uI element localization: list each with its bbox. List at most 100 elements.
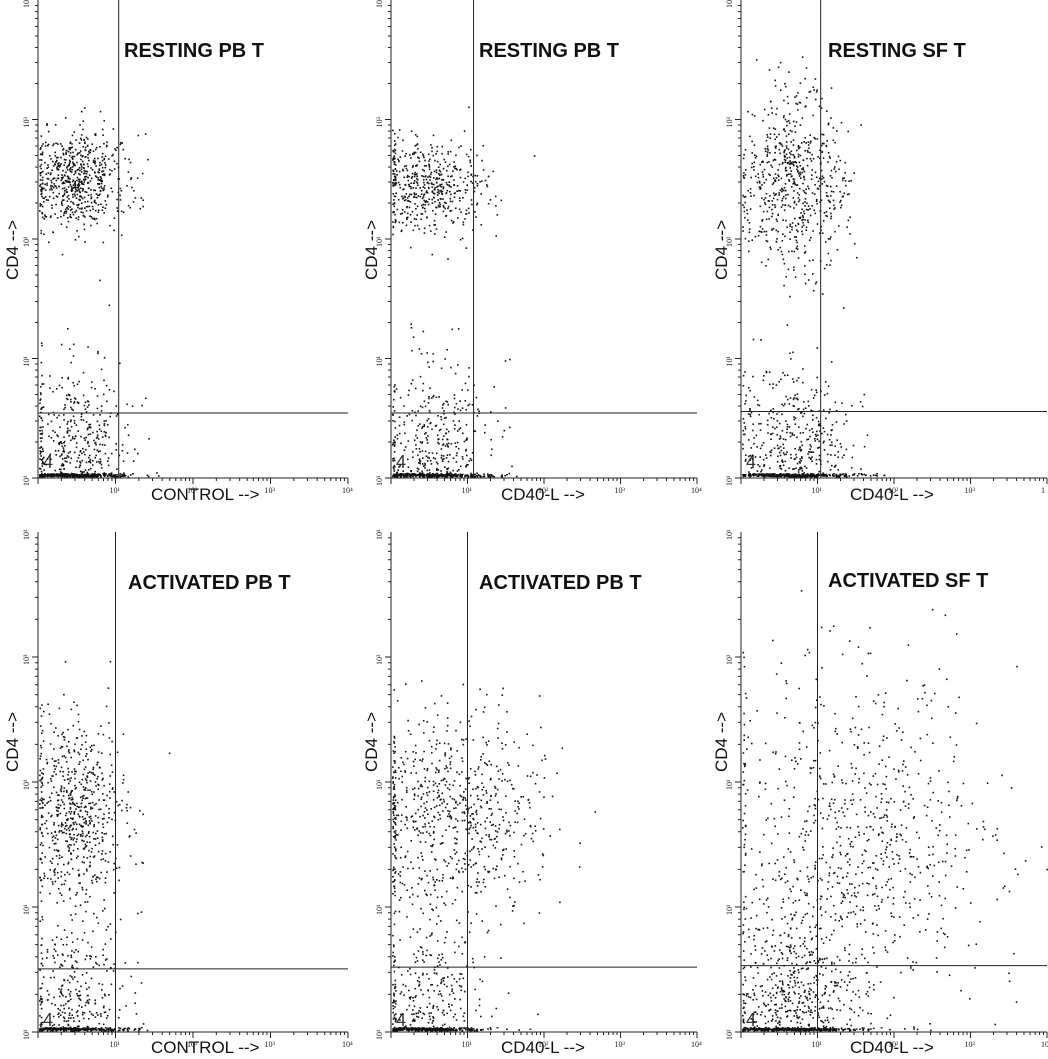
data-point: [42, 406, 45, 408]
data-point: [393, 199, 395, 201]
data-point: [410, 157, 412, 159]
data-point: [807, 219, 809, 221]
data-point: [457, 328, 460, 330]
data-point: [821, 133, 823, 136]
data-point: [798, 408, 800, 410]
data-point: [767, 432, 769, 434]
data-point: [777, 455, 779, 457]
data-point: [438, 396, 440, 398]
data-point: [102, 241, 105, 244]
data-point: [440, 456, 443, 459]
data-point: [799, 216, 802, 219]
data-point: [805, 97, 808, 99]
data-point: [792, 351, 794, 354]
data-point: [800, 177, 802, 179]
data-point: [786, 173, 788, 176]
data-point: [92, 768, 94, 771]
data-point: [77, 152, 79, 155]
data-point: [754, 154, 756, 156]
data-point: [468, 403, 471, 406]
data-point: [813, 209, 816, 212]
data-point: [804, 273, 806, 275]
data-point: [90, 771, 93, 774]
data-point: [800, 450, 802, 452]
data-point: [462, 432, 464, 435]
data-point: [803, 210, 805, 213]
data-point: [98, 799, 100, 801]
data-point: [793, 200, 796, 203]
data-point: [68, 159, 71, 162]
data-point: [766, 151, 769, 153]
data-point: [429, 459, 432, 462]
data-point: [63, 164, 65, 166]
data-point: [465, 247, 468, 249]
data-point: [772, 192, 775, 194]
y-tick-label: 10¹: [725, 475, 734, 486]
data-point: [98, 428, 101, 431]
data-point: [802, 218, 804, 221]
panel-activated-pb-control: ACTIVATED PB T CONTROL --> CD4 --> 4 10¹…: [3, 529, 353, 1057]
data-point: [47, 199, 49, 201]
data-point: [129, 206, 131, 209]
data-point: [789, 397, 792, 399]
data-point: [90, 808, 92, 810]
data-point: [446, 428, 448, 431]
data-point: [776, 107, 778, 110]
data-point: [438, 177, 441, 180]
data-point: [422, 382, 425, 385]
data-point: [60, 143, 62, 145]
data-point: [396, 473, 399, 475]
data-point: [71, 408, 73, 410]
data-point: [772, 127, 775, 129]
data-point: [439, 183, 441, 186]
data-point: [424, 474, 426, 476]
data-point: [800, 412, 803, 414]
data-point: [747, 189, 749, 192]
data-point: [69, 181, 71, 183]
data-point: [72, 201, 74, 204]
data-point: [747, 386, 750, 389]
data-point: [69, 209, 72, 211]
data-point: [75, 217, 77, 219]
data-point: [750, 467, 753, 469]
data-point: [76, 838, 78, 841]
data-point: [845, 448, 848, 451]
data-point: [808, 451, 810, 453]
data-point: [82, 120, 85, 122]
data-point: [72, 151, 74, 154]
data-point: [39, 415, 41, 418]
data-point: [439, 163, 441, 166]
data-point: [802, 167, 804, 169]
data-point: [814, 171, 817, 174]
data-point: [133, 828, 136, 831]
data-point: [411, 474, 414, 476]
data-point: [421, 442, 423, 444]
data-point: [789, 160, 791, 162]
data-point: [82, 419, 85, 421]
data-point: [41, 437, 43, 439]
data-point: [396, 174, 398, 176]
data-point: [73, 451, 76, 454]
data-point: [147, 158, 149, 161]
data-point: [60, 766, 63, 769]
data-point: [103, 212, 105, 214]
data-point: [777, 179, 780, 181]
data-point: [86, 781, 88, 784]
data-point: [90, 851, 93, 853]
data-point: [59, 747, 62, 749]
data-point: [849, 216, 851, 219]
x-axis-label: CONTROL -->: [151, 485, 260, 504]
data-point: [427, 361, 429, 364]
data-point: [809, 448, 811, 450]
data-point: [415, 181, 418, 183]
data-point: [783, 99, 785, 102]
data-point: [401, 197, 404, 200]
data-point: [61, 376, 63, 379]
data-point: [61, 187, 64, 190]
data-point: [49, 869, 51, 871]
data-point: [128, 836, 131, 838]
data-point: [67, 863, 69, 865]
data-point: [817, 180, 820, 183]
data-point: [85, 473, 88, 476]
data-point: [104, 881, 107, 884]
